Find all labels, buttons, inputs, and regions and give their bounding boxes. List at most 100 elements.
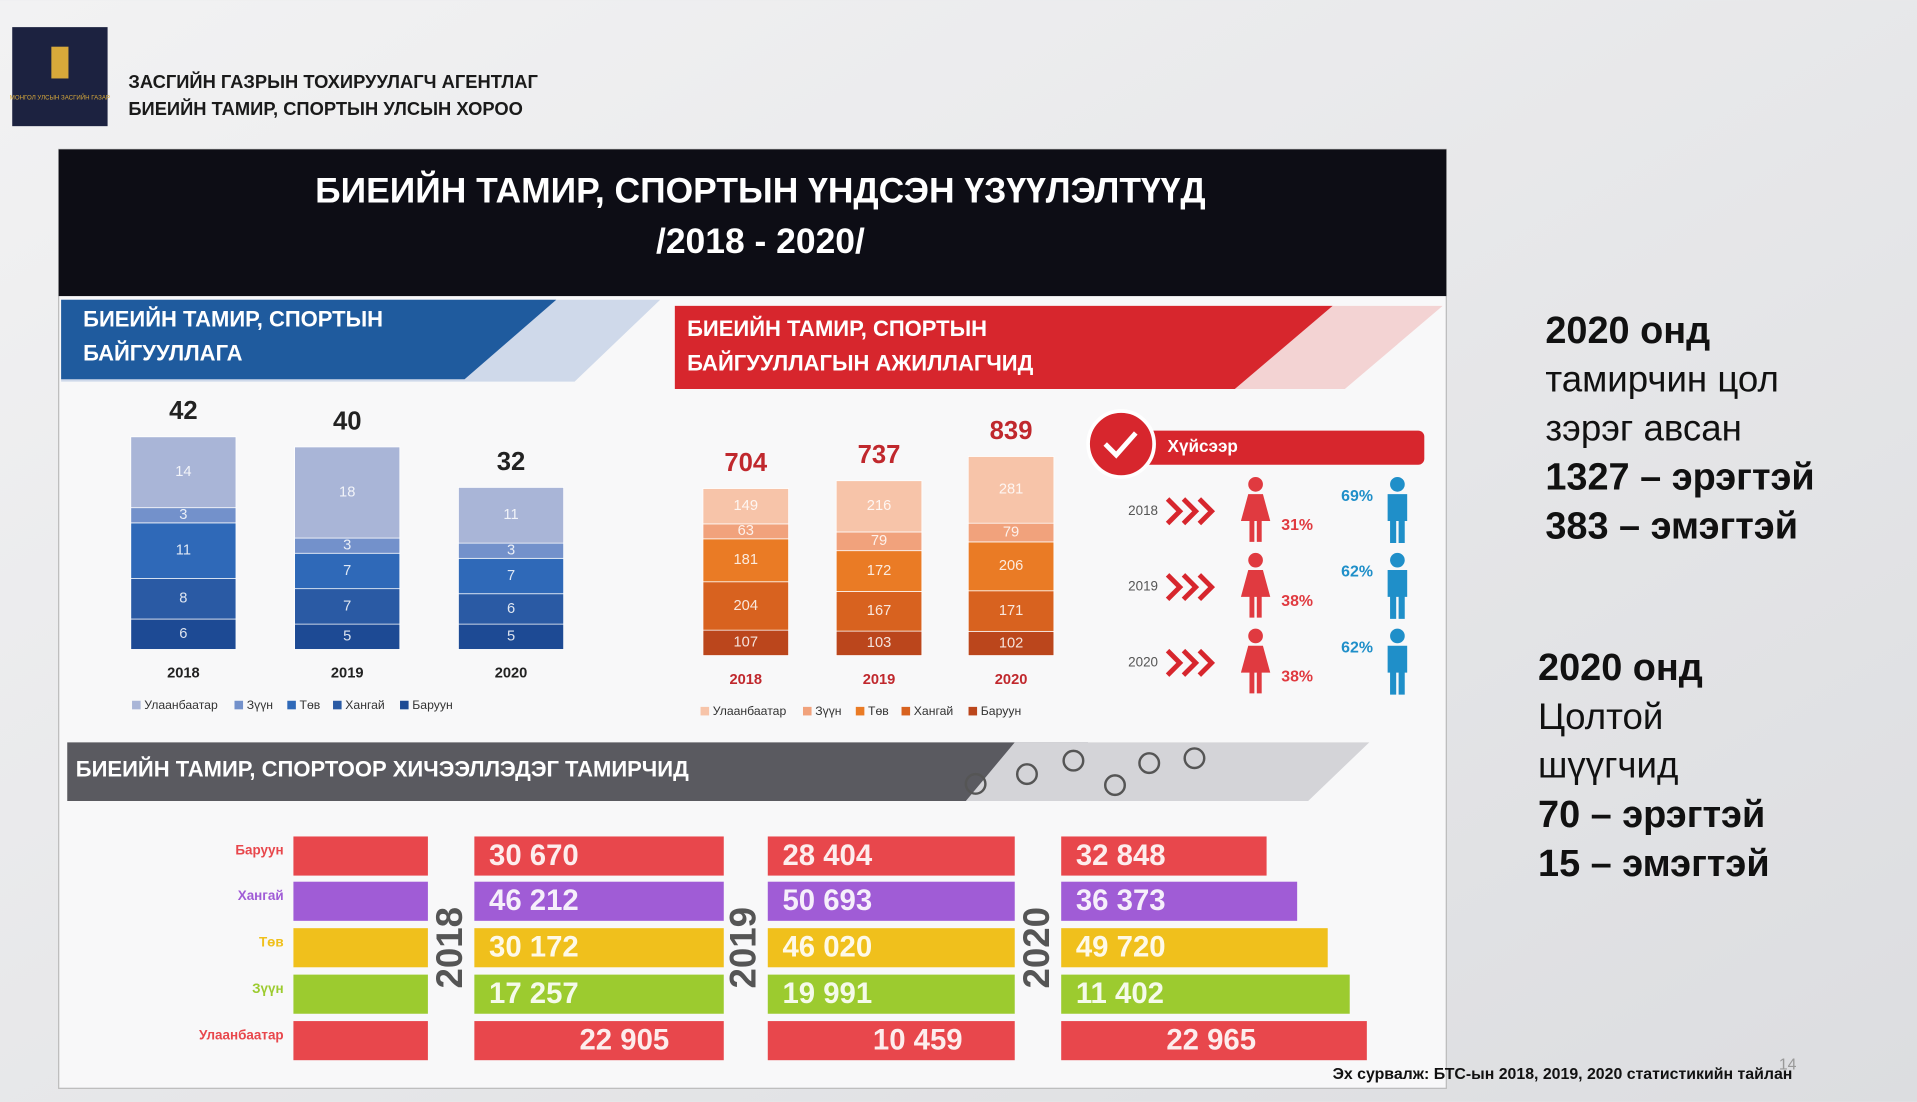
row-label: Баруун <box>235 843 283 858</box>
x-tick-label: 2019 <box>863 672 896 688</box>
icon-body <box>1387 569 1408 619</box>
data-label: 167 <box>867 603 891 619</box>
bar <box>767 836 1015 876</box>
bar-segment <box>130 522 237 579</box>
data-label: 10 459 <box>873 1024 963 1057</box>
legend-label: Баруун <box>981 704 1021 718</box>
data-label: 32 848 <box>1076 839 1166 872</box>
data-label: 17 257 <box>489 977 579 1010</box>
legend-swatch <box>234 700 244 710</box>
total-label: 704 <box>724 449 768 477</box>
bar <box>474 974 724 1014</box>
data-label: 5 <box>507 629 515 645</box>
icon-body <box>1240 494 1271 542</box>
data-label: 181 <box>734 552 758 568</box>
bar-segment <box>835 591 923 632</box>
legend-label: Улаанбаатар <box>713 704 787 718</box>
chevron <box>1165 648 1184 677</box>
data-label: 149 <box>734 498 758 514</box>
note-line: 15 – эмэгтэй <box>1538 843 1770 885</box>
legend-swatch <box>400 700 409 710</box>
icon-head <box>1390 477 1405 492</box>
data-label: 22 905 <box>580 1024 670 1057</box>
legend-label: Баруун <box>412 698 452 712</box>
legend-swatch <box>333 700 342 710</box>
sport-icon <box>1183 747 1206 770</box>
bar-segment <box>702 629 789 656</box>
chevron <box>1197 497 1216 526</box>
banner-shadow <box>965 742 1370 802</box>
data-label: 8 <box>179 591 187 607</box>
data-label: 31% <box>1281 517 1313 534</box>
chevron <box>1181 573 1200 602</box>
total-label: 32 <box>497 448 526 476</box>
banner <box>61 299 557 380</box>
bar-segment <box>130 436 237 509</box>
note-line: 2020 онд <box>1545 310 1710 352</box>
data-label: 18 <box>339 484 355 500</box>
data-label: 63 <box>738 523 754 539</box>
row-swatch <box>293 1021 428 1061</box>
data-label: 11 <box>503 507 518 523</box>
bar <box>474 928 724 968</box>
data-label: 62% <box>1341 564 1373 581</box>
data-label: 30 172 <box>489 931 579 964</box>
data-label: 3 <box>343 538 351 554</box>
bar <box>474 1021 724 1061</box>
legend-swatch <box>802 706 812 716</box>
group-label: 2020 <box>1016 907 1057 989</box>
icon-head <box>1248 552 1263 568</box>
legend-swatch <box>901 706 911 716</box>
note-line: зэрэг авсан <box>1545 407 1742 448</box>
x-tick-label: 2018 <box>167 666 200 682</box>
bar-segment <box>835 480 923 533</box>
data-label: 172 <box>867 563 891 579</box>
legend-swatch <box>968 706 978 716</box>
data-label: 103 <box>867 635 891 651</box>
bar <box>474 881 724 921</box>
female-icon <box>1240 628 1271 694</box>
sport-icon <box>1103 774 1126 797</box>
row-label: Зүүн <box>252 981 283 996</box>
section-title: БИЕИЙН ТАМИР, СПОРТЫН <box>687 316 987 341</box>
bar <box>1061 1021 1367 1061</box>
bar <box>1061 974 1350 1014</box>
agency-line: БИЕИЙН ТАМИР, СПОРТЫН УЛСЫН ХОРОО <box>128 98 523 119</box>
x-tick-label: 2020 <box>495 666 528 682</box>
charts: БИЕИЙН ТАМИР, СПОРТЫН БАЙГУУЛЛАГА 6 8 11 3 14 4… <box>76 306 1815 1083</box>
bar-segment <box>294 588 401 625</box>
group-label: 2018 <box>429 907 470 989</box>
x-tick-label: 2018 <box>729 672 762 688</box>
bar <box>1061 928 1328 968</box>
data-label: 79 <box>1003 524 1019 540</box>
data-label: 19 991 <box>782 977 872 1010</box>
row-swatch <box>293 974 428 1014</box>
legend-swatch <box>132 700 141 710</box>
bar-segment <box>967 541 1055 592</box>
row-label: 2019 <box>1128 579 1158 594</box>
icon-body <box>1240 569 1271 618</box>
data-label: 30 670 <box>489 839 579 872</box>
total-label: 42 <box>169 397 198 425</box>
bar-segment <box>835 630 923 656</box>
banner <box>67 742 1089 802</box>
data-label: 3 <box>179 507 187 523</box>
bar-segment <box>294 446 401 539</box>
data-label: 7 <box>343 598 351 614</box>
data-label: 49 720 <box>1076 931 1166 964</box>
x-tick-label: 2019 <box>331 666 364 682</box>
chevron <box>1181 497 1200 526</box>
row-swatch <box>293 928 428 968</box>
bar <box>1061 836 1267 876</box>
data-label: 62% <box>1341 639 1373 656</box>
section-title: БАЙГУУЛЛАГЫН АЖИЛЛАГЧИД <box>687 350 1034 375</box>
data-label: 11 <box>176 543 191 559</box>
section-title: БИЕИЙН ТАМИР, СПОРТЫН <box>83 306 383 331</box>
bar <box>767 881 1015 921</box>
total-label: 839 <box>990 417 1033 445</box>
data-label: 46 020 <box>782 931 872 964</box>
note-line: 70 – эрэгтэй <box>1538 794 1765 836</box>
bar-segment <box>835 550 923 592</box>
title-bar <box>58 149 1447 297</box>
data-label: 281 <box>999 482 1023 498</box>
